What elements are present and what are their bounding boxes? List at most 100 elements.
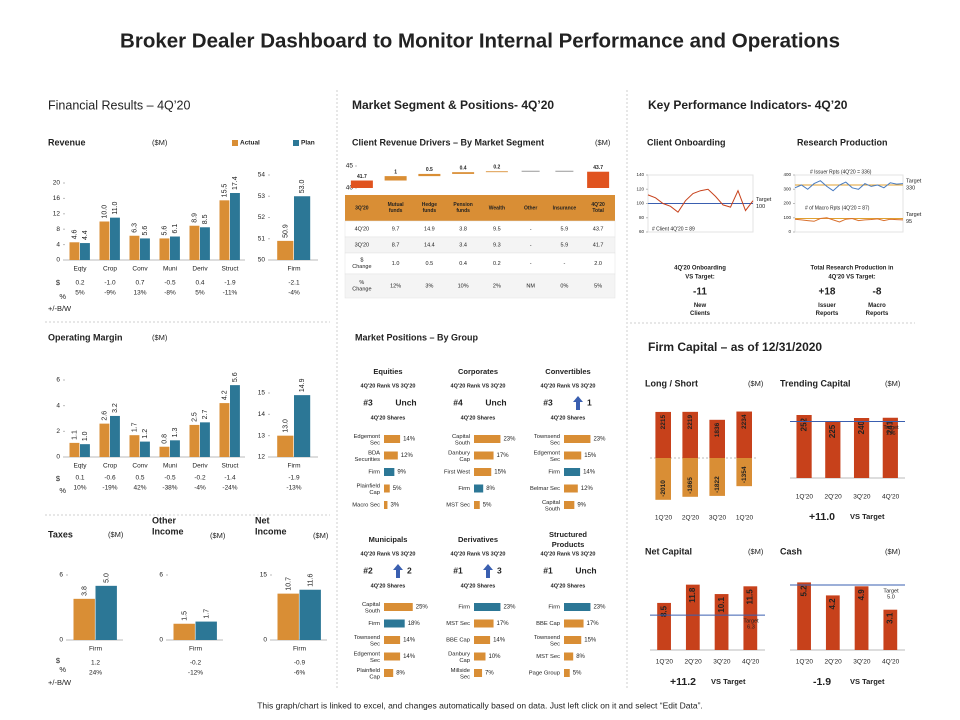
value-label: -2010 <box>660 480 667 497</box>
text-line: Cap <box>459 456 470 462</box>
summary-label: VS Target <box>711 677 746 686</box>
variance-value: -1.0 <box>104 280 116 287</box>
summary-caption: 4Q'20 VS Target: <box>828 275 875 281</box>
chart-unit: ($M) <box>108 530 124 539</box>
bar-label: Edgemont Sec <box>534 450 561 463</box>
bar <box>219 403 230 457</box>
target-label: Target <box>743 619 759 625</box>
text-line: Hedge <box>422 202 438 208</box>
bar-label: Firm <box>458 486 470 492</box>
table-cell: 9.7 <box>392 226 400 232</box>
variance-value: -0.5 <box>164 475 176 482</box>
text-line: Other <box>152 516 177 526</box>
value-label: 11.5 <box>746 589 755 605</box>
value-label: 6.1 <box>172 224 179 234</box>
waterfall-bar <box>418 173 441 177</box>
table-cell: $ Change <box>352 258 371 271</box>
bar <box>564 636 582 644</box>
bar-label: MST Sec <box>446 503 470 509</box>
bar <box>384 619 405 628</box>
chart-title: Research Production <box>797 137 888 147</box>
y-tick-label: 200 <box>783 201 791 206</box>
value-label: 13.0 <box>282 419 289 433</box>
section-heading: Market Positions – By Group <box>355 332 479 342</box>
text-line: Reports <box>866 311 889 317</box>
table-cell: 0.5 <box>426 261 434 267</box>
bar <box>294 196 311 260</box>
y-tick-label: 52 <box>258 214 266 221</box>
bar <box>474 484 484 493</box>
bar <box>474 652 486 661</box>
text-line: Sec <box>370 657 380 663</box>
section-heading: Market Segment & Positions- 4Q’20 <box>352 98 554 112</box>
rank-caption: 4Q'20 Rank VS 3Q'20 <box>361 551 416 557</box>
value-label: 2.7 <box>202 410 209 420</box>
table-cell: - <box>530 261 532 267</box>
value-label: 10.7 <box>285 577 292 591</box>
panel-title: Convertibles <box>545 367 590 376</box>
y-tick-label: 0 <box>788 229 791 234</box>
variance-row-label: $ <box>56 278 61 287</box>
value-label: 5% <box>483 503 492 509</box>
text-line: South <box>455 440 470 446</box>
variance-value: -13% <box>286 485 301 492</box>
bar <box>709 458 725 496</box>
table-cell: 3.8 <box>459 226 467 232</box>
chart-title: Taxes <box>48 529 73 539</box>
variance-value: -4% <box>194 485 206 492</box>
bar <box>384 484 390 493</box>
bar <box>882 417 898 478</box>
bar <box>384 435 401 443</box>
variance-value: -1.4 <box>224 475 236 482</box>
section-heading: Key Performance Indicators- 4Q’20 <box>648 98 848 112</box>
bar-label: Capital South <box>542 499 560 512</box>
text-line: Sec <box>550 440 560 446</box>
value-label: 8% <box>576 654 585 660</box>
variance-value: 10% <box>73 485 86 492</box>
bar <box>384 669 394 677</box>
value-label: 1.5 <box>181 611 188 621</box>
x-tick-label: 4Q'20 <box>882 494 900 501</box>
value-label: 1.0 <box>82 431 89 441</box>
bar-label: First West <box>444 470 470 476</box>
y-tick-label: 6 <box>56 377 60 384</box>
variance-value: -0.6 <box>104 475 116 482</box>
table-cell: 0.4 <box>459 261 467 267</box>
variance-value: 0.4 <box>195 280 204 287</box>
table-cell: 41.7 <box>593 242 604 248</box>
variance-value: 5% <box>195 290 205 297</box>
text-line: Sec <box>550 641 560 647</box>
table-header-cell: Hedge funds <box>422 202 438 214</box>
text-line: Total <box>592 208 604 214</box>
table-cell: 9.3 <box>493 242 501 248</box>
bar <box>682 411 698 458</box>
rank-arrow <box>573 396 583 410</box>
bar <box>277 435 294 457</box>
bar <box>384 468 395 476</box>
bar <box>736 411 752 458</box>
table-row <box>344 273 616 299</box>
variance-row-label: % <box>59 665 66 674</box>
bar <box>73 598 95 640</box>
text-line: Sec <box>370 641 380 647</box>
section-heading: Financial Results – 4Q’20 <box>48 98 190 112</box>
bar <box>714 594 729 650</box>
summary-value: -11 <box>693 287 707 298</box>
bar <box>140 238 150 260</box>
value-label: 2219 <box>687 414 694 429</box>
text-line: Sec <box>370 440 380 446</box>
value-label: 9% <box>397 470 406 476</box>
legend-label: # Client 4Q'20 = 89 <box>652 226 695 232</box>
x-tick-label: Firm <box>288 463 301 470</box>
bar <box>299 589 321 640</box>
rank-arrow <box>483 564 493 578</box>
value-label: 14% <box>583 470 596 476</box>
x-tick-label: 3Q'20 <box>853 659 871 666</box>
bar <box>69 242 80 260</box>
panel-title: Structured Products <box>549 530 587 549</box>
text-line: Income <box>152 527 184 537</box>
value-label: 17% <box>497 453 510 459</box>
rank-change: Unch <box>485 397 506 407</box>
text-line: Reports <box>816 311 839 317</box>
